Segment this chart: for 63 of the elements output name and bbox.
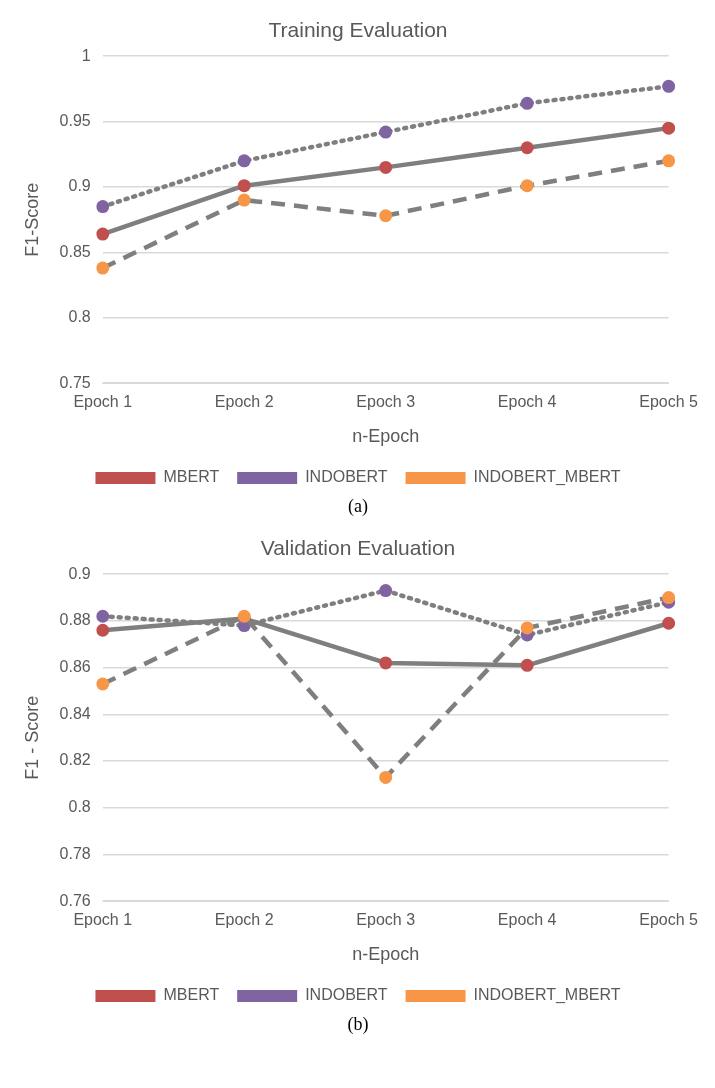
point bbox=[96, 227, 110, 241]
point bbox=[96, 261, 110, 275]
x-tick-label: Epoch 4 bbox=[497, 393, 557, 411]
point bbox=[96, 609, 110, 623]
x-tick-label: Epoch 5 bbox=[639, 911, 699, 929]
legend-label: INDOBERT_MBERT bbox=[473, 986, 621, 1005]
point bbox=[96, 200, 110, 214]
y-tick-label: 0.8 bbox=[68, 798, 91, 816]
x-axis-title: n-Epoch bbox=[352, 426, 420, 447]
x-tick-label: Epoch 3 bbox=[356, 393, 416, 411]
text: (b) bbox=[346, 1014, 370, 1036]
y-axis-title: F1 - Score bbox=[21, 695, 42, 780]
point bbox=[237, 179, 251, 193]
point bbox=[520, 621, 534, 635]
point bbox=[379, 209, 393, 223]
y-tick-label: 0.85 bbox=[59, 242, 91, 260]
x-tick-label: Epoch 5 bbox=[639, 393, 699, 411]
x-tick-label: Epoch 1 bbox=[73, 911, 133, 929]
y-tick-label: 0.88 bbox=[59, 611, 91, 629]
y-tick-label: 0.8 bbox=[68, 308, 91, 326]
legend-label: INDOBERT bbox=[305, 468, 388, 486]
point bbox=[96, 677, 110, 691]
y-tick-label: 0.76 bbox=[59, 891, 91, 909]
x-tick-label: Epoch 2 bbox=[214, 911, 274, 929]
y-tick-label: 0.86 bbox=[59, 658, 91, 676]
point bbox=[520, 141, 534, 155]
point bbox=[662, 616, 676, 630]
point bbox=[520, 96, 534, 110]
chart-title: Training Evaluation bbox=[268, 18, 448, 42]
x-tick-label: Epoch 3 bbox=[356, 911, 416, 929]
x-axis-title: n-Epoch bbox=[352, 944, 420, 965]
legend-label: INDOBERT_MBERT bbox=[473, 468, 621, 487]
point bbox=[237, 154, 251, 168]
x-tick-label: Epoch 4 bbox=[497, 911, 557, 929]
y-tick-label: 0.9 bbox=[68, 564, 91, 582]
y-tick-label: 0.75 bbox=[59, 373, 91, 391]
point bbox=[662, 79, 676, 93]
point bbox=[379, 584, 393, 598]
x-tick-label: Epoch 1 bbox=[73, 393, 133, 411]
chart-title: Validation Evaluation bbox=[260, 536, 456, 560]
y-axis-title: F1-Score bbox=[21, 182, 42, 257]
text: (a) bbox=[347, 496, 369, 518]
point bbox=[379, 125, 393, 139]
point bbox=[379, 770, 393, 784]
y-tick-label: 0.9 bbox=[68, 177, 91, 195]
point bbox=[662, 121, 676, 135]
y-tick-label: 0.84 bbox=[59, 704, 91, 722]
point bbox=[520, 658, 534, 672]
point bbox=[520, 179, 534, 193]
point bbox=[379, 656, 393, 670]
point bbox=[662, 591, 676, 605]
x-tick-label: Epoch 2 bbox=[214, 393, 274, 411]
legend-label: INDOBERT bbox=[305, 986, 388, 1004]
point bbox=[237, 193, 251, 207]
y-tick-label: 0.95 bbox=[59, 112, 91, 130]
point bbox=[96, 623, 110, 637]
legend-label: MBERT bbox=[163, 468, 220, 486]
y-tick-label: 1 bbox=[81, 46, 91, 64]
y-tick-label: 0.82 bbox=[59, 751, 91, 769]
legend-label: MBERT bbox=[163, 986, 220, 1004]
y-tick-label: 0.78 bbox=[59, 844, 91, 862]
point bbox=[662, 154, 676, 168]
point bbox=[379, 160, 393, 174]
